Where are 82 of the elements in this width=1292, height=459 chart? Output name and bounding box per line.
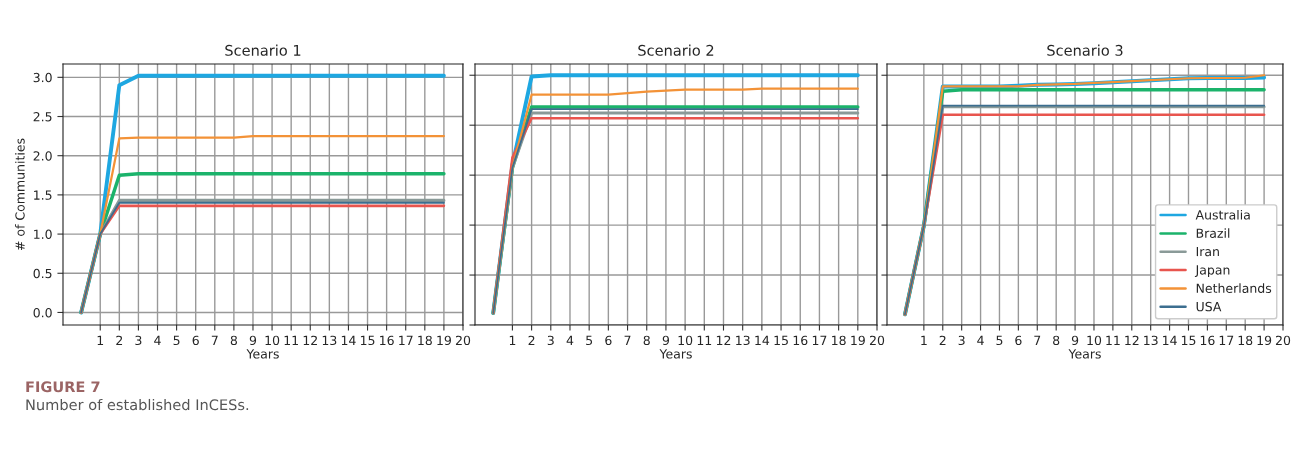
x-tick-label: 1 <box>97 335 104 345</box>
x-tick-label: 18 <box>832 335 846 346</box>
y-tick-label: 1.0 <box>34 229 52 240</box>
x-tick-label: 14 <box>1163 335 1177 345</box>
legend-label: Australia <box>1195 209 1250 220</box>
x-tick-label: 10 <box>1087 335 1102 346</box>
x-tick-label: 5 <box>996 335 1003 346</box>
x-tick-label: 15 <box>774 335 788 346</box>
x-tick-label: 2 <box>528 335 535 345</box>
x-tick-label: 7 <box>624 335 631 345</box>
y-tick-label: 3.0 <box>33 72 52 83</box>
x-tick-label: 6 <box>605 335 612 346</box>
y-tick-label: 0.5 <box>33 268 52 279</box>
x-tick-label: 14 <box>341 335 356 345</box>
x-tick-label: 13 <box>322 335 337 346</box>
x-tick-label: 14 <box>755 335 770 345</box>
legend-label: Brazil <box>1196 228 1230 238</box>
x-tick-label: 20 <box>869 335 885 346</box>
chart-title: Scenario 2 <box>638 44 714 56</box>
y-axis-title: # of Communities <box>15 138 25 251</box>
x-tick-label: 11 <box>284 335 298 345</box>
x-tick-label: 7 <box>1034 335 1041 345</box>
x-tick-label: 9 <box>1071 335 1079 346</box>
x-tick-label: 2 <box>116 335 123 345</box>
x-tick-label: 17 <box>812 335 827 345</box>
x-tick-label: 1 <box>509 335 516 345</box>
x-tick-label: 6 <box>1015 335 1022 346</box>
x-tick-label: 2 <box>939 335 946 345</box>
x-tick-label: 13 <box>1144 335 1158 346</box>
x-tick-label: 10 <box>678 335 693 346</box>
y-tick-label: 1.5 <box>34 190 52 200</box>
x-axis-title: Years <box>246 349 279 359</box>
x-tick-label: 9 <box>249 335 257 346</box>
x-tick-label: 18 <box>1238 335 1253 346</box>
legend-label: USA <box>1196 301 1222 312</box>
x-tick-label: 11 <box>697 335 712 345</box>
x-axis-title: Years <box>1068 349 1101 359</box>
x-tick-label: 5 <box>586 335 593 346</box>
x-tick-label: 1 <box>921 335 927 345</box>
legend-label: Japan <box>1194 265 1230 278</box>
x-tick-label: 4 <box>154 335 161 345</box>
x-axis-title: Years <box>659 349 692 359</box>
x-tick-label: 17 <box>399 335 413 345</box>
x-tick-label: 19 <box>851 335 865 346</box>
x-tick-label: 16 <box>1200 335 1215 346</box>
x-tick-label: 18 <box>418 335 432 346</box>
x-tick-label: 8 <box>1053 335 1060 346</box>
x-tick-label: 4 <box>977 335 984 345</box>
x-tick-label: 7 <box>211 335 218 345</box>
x-tick-label: 3 <box>547 335 554 346</box>
legend-label: Iran <box>1196 246 1219 257</box>
x-tick-label: 10 <box>265 335 280 346</box>
x-tick-label: 17 <box>1219 335 1234 345</box>
x-tick-label: 5 <box>173 335 180 346</box>
y-tick-label: 0.0 <box>33 307 52 318</box>
x-tick-label: 16 <box>380 335 394 346</box>
x-tick-label: 6 <box>192 335 199 346</box>
x-tick-label: 15 <box>1181 335 1196 346</box>
y-tick-label: 2.5 <box>33 111 52 122</box>
x-tick-label: 19 <box>1257 335 1272 346</box>
chart-title: Scenario 3 <box>1047 44 1123 56</box>
x-tick-label: 12 <box>1125 335 1139 345</box>
x-tick-label: 15 <box>360 335 375 346</box>
x-tick-label: 4 <box>566 335 574 345</box>
x-tick-label: 19 <box>437 335 451 346</box>
x-tick-label: 8 <box>643 335 650 346</box>
x-tick-label: 20 <box>455 335 471 346</box>
caption: FIGURE 7 <box>26 381 100 393</box>
text: Number of established InCESs. <box>26 398 249 411</box>
x-tick-label: 3 <box>958 335 965 346</box>
x-tick-label: 13 <box>736 335 750 346</box>
x-tick-label: 16 <box>793 335 808 346</box>
legend-label: Netherlands <box>1196 283 1272 293</box>
chart-title: Scenario 1 <box>225 44 301 56</box>
x-tick-label: 3 <box>135 335 142 346</box>
y-tick-label: 2.0 <box>33 151 52 161</box>
x-tick-label: 12 <box>303 335 317 345</box>
x-tick-label: 9 <box>662 335 670 346</box>
x-tick-label: 20 <box>1275 335 1291 346</box>
x-tick-label: 11 <box>1106 335 1120 345</box>
x-tick-label: 12 <box>716 335 731 345</box>
x-tick-label: 8 <box>230 335 237 346</box>
